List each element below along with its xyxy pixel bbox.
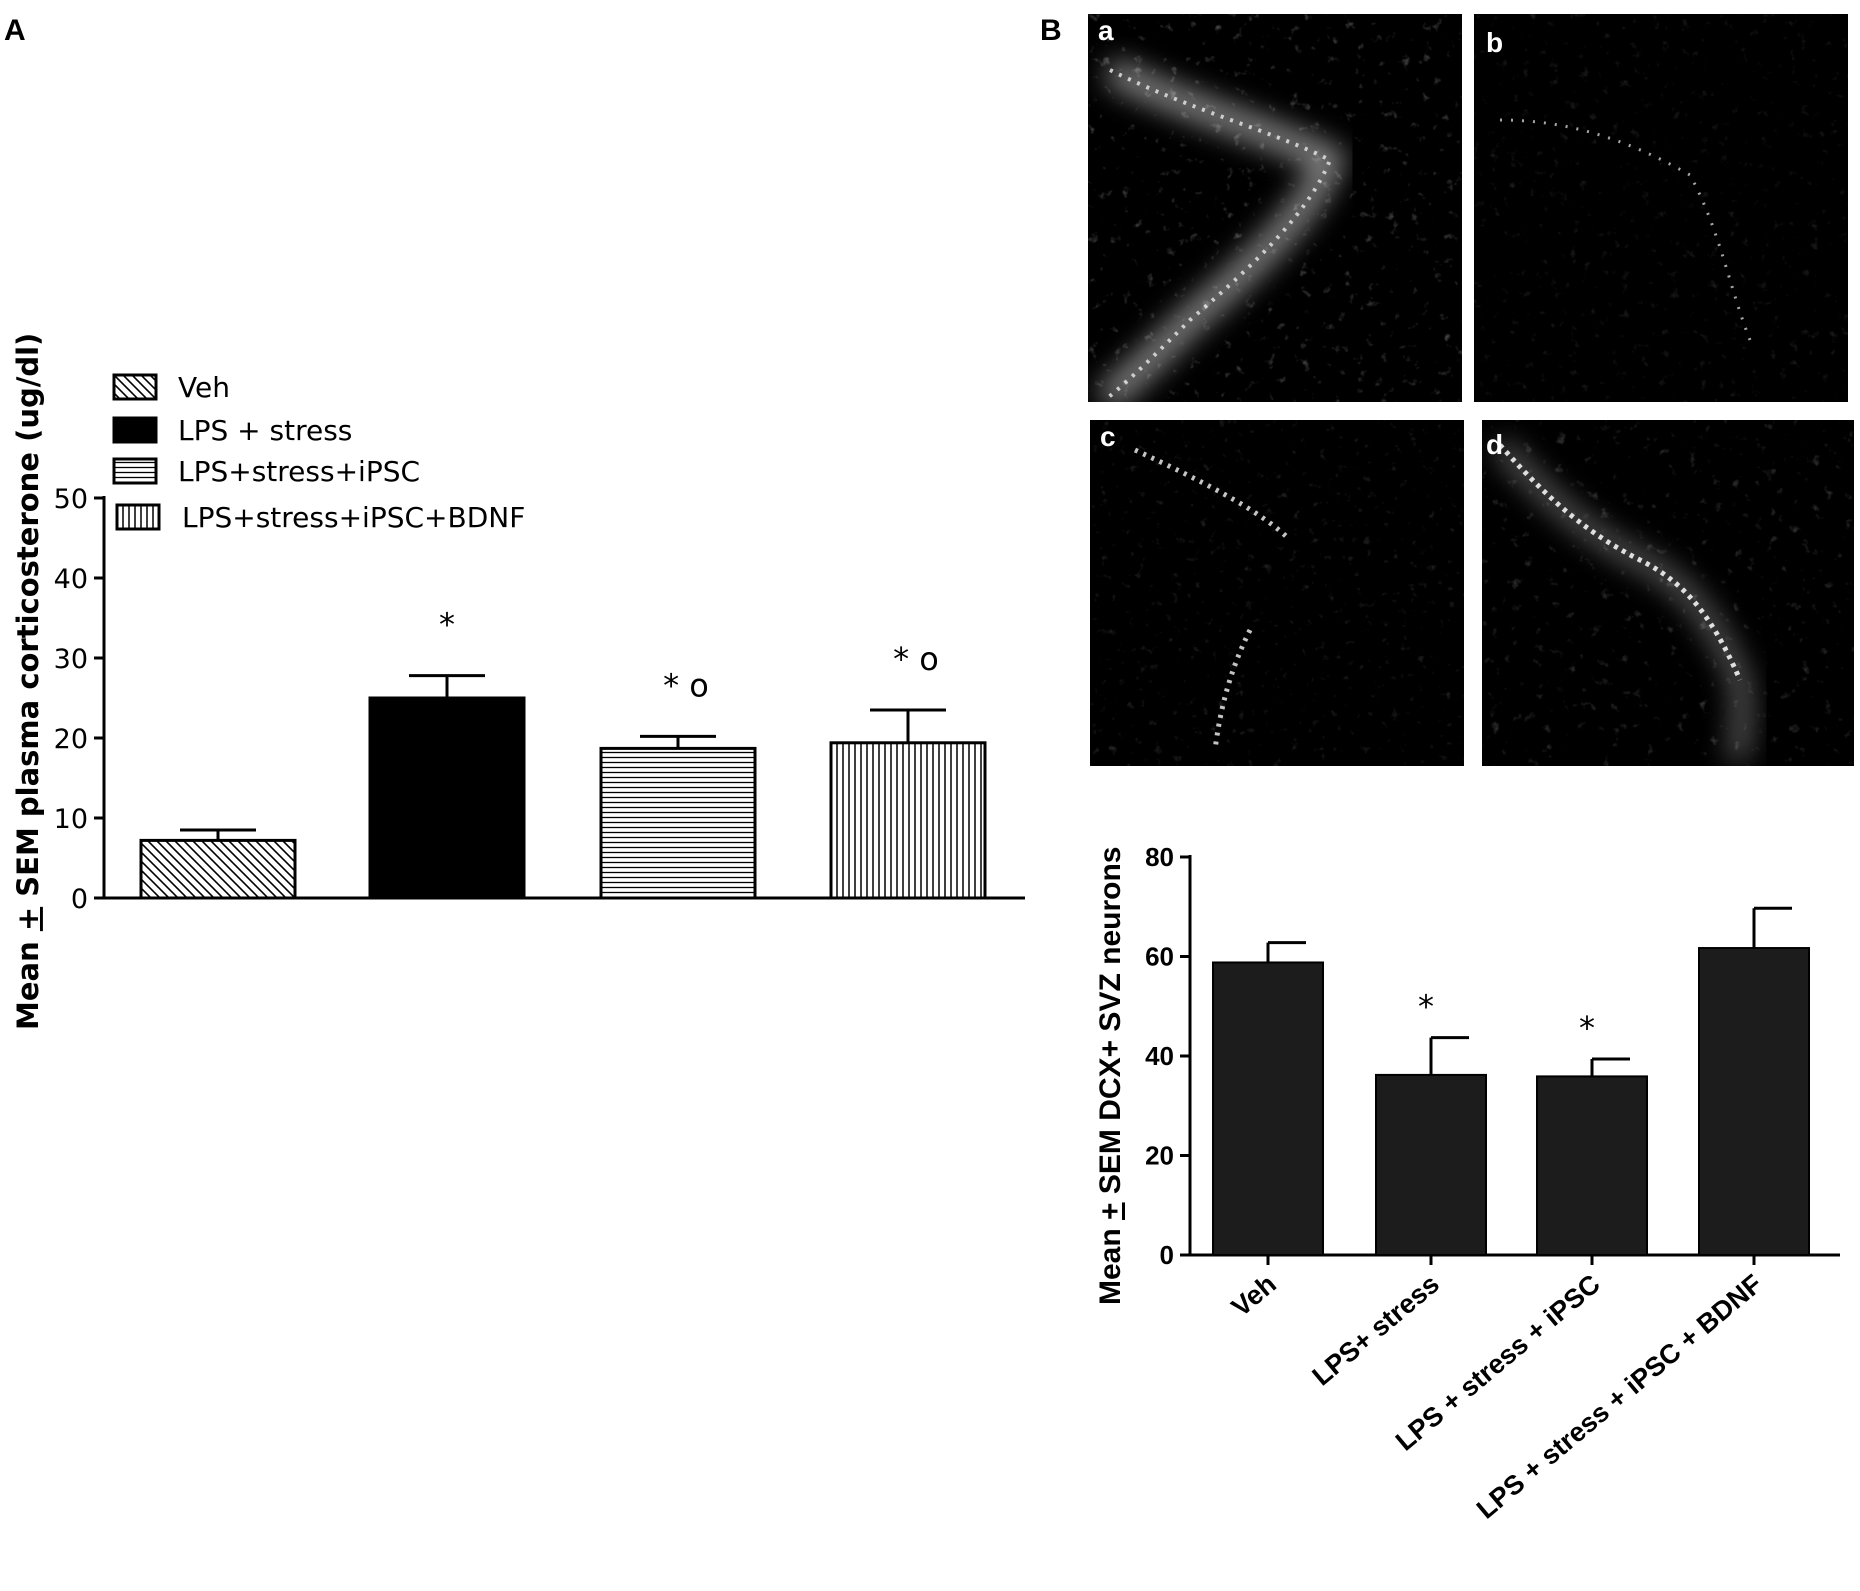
chart-b-bar-group [1698, 906, 1810, 1256]
chart-a-legend-item: Veh [112, 371, 230, 404]
chart-a-bar-group: * o [599, 666, 757, 900]
chart-a-y-tick-label: 50 [54, 484, 88, 515]
chart-b-y-tick-label: 60 [1145, 942, 1174, 972]
chart-a-legend-swatch [115, 503, 161, 531]
chart-a-legend-item: LPS+stress+iPSC+BDNF [115, 501, 525, 534]
micrograph-a: a [1088, 14, 1462, 402]
chart-a-legend-item: LPS + stress [112, 414, 352, 447]
chart-a-y-tick-label: 40 [54, 564, 88, 595]
chart-b-x-category-label: LPS + stress + iPSC + BDNF [1471, 1269, 1768, 1525]
chart-a-y-tick-label: 0 [71, 884, 88, 915]
chart-b-bar-group [1212, 941, 1324, 1256]
chart-b-bars: ** [1212, 906, 1810, 1257]
micrograph-c: c [1090, 420, 1464, 766]
chart-b-significance-mark: * [1579, 1009, 1595, 1047]
chart-a-bar [829, 741, 987, 900]
chart-a-legend-label: LPS+stress+iPSC [178, 455, 420, 488]
chart-b-y-tick-label: 80 [1145, 842, 1174, 872]
chart-a-legend-swatch [112, 457, 158, 485]
chart-b-bar [1536, 1075, 1648, 1256]
chart-b-significance-mark: * [1418, 988, 1434, 1026]
chart-a-bar [368, 696, 526, 900]
chart-b-x-category-label: Veh [1226, 1269, 1282, 1323]
micrograph-d: d [1482, 420, 1854, 766]
chart-b-y-tick-label: 40 [1145, 1041, 1174, 1071]
chart-a-legend-swatch [112, 416, 158, 444]
chart-a-legend-item: LPS+stress+iPSC [112, 455, 420, 488]
chart-a-y-axis-label: Mean + SEM plasma corticosterone (ug/dl) [11, 333, 45, 1030]
chart-a-bar-group: * o [829, 640, 987, 900]
chart-a-legend-swatch [112, 373, 158, 401]
chart-a-bar-group [139, 828, 297, 900]
chart-a-bar-group: * [368, 606, 526, 900]
micrograph-b: b [1474, 14, 1848, 402]
chart-a-y-tick-label: 30 [54, 644, 88, 675]
chart-b-bar [1212, 961, 1324, 1256]
micrograph-label-d: d [1486, 429, 1503, 460]
chart-a-y-tick-label: 20 [54, 724, 88, 755]
chart-b-y-axis-label: Mean + SEM DCX+ SVZ neurons [1094, 847, 1127, 1305]
chart-a-legend-label: LPS+stress+iPSC+BDNF [182, 501, 525, 534]
chart-b-y-tick-label: 0 [1160, 1240, 1174, 1270]
chart-b-bar [1375, 1073, 1487, 1257]
chart-b-bar-group: * [1536, 1009, 1648, 1256]
chart-a-significance-mark: * o [663, 666, 709, 704]
chart-a-bar [599, 746, 757, 900]
chart-a-significance-mark: * [439, 606, 455, 644]
micrograph-label-a: a [1098, 15, 1114, 46]
chart-a-legend-label: Veh [178, 371, 230, 404]
micrograph-label-c: c [1100, 421, 1116, 452]
chart-b-y-tick-label: 20 [1145, 1141, 1174, 1171]
chart-a-bars: * * o * o [139, 606, 987, 900]
chart-a-legend: Veh LPS + stress LPS+stress+iPSC LPS+stress… [112, 371, 525, 534]
chart-a-bar [139, 838, 297, 900]
panel-label-a: A [4, 14, 26, 47]
micrograph-label-b: b [1486, 27, 1503, 58]
chart-b-bar-group: * [1375, 988, 1487, 1257]
chart-a-y-tick-label: 10 [54, 804, 88, 835]
chart-a-significance-mark: * o [893, 640, 939, 678]
chart-a-legend-label: LPS + stress [178, 414, 352, 447]
chart-b-bar [1698, 947, 1810, 1256]
panel-label-b: B [1040, 14, 1062, 47]
chart-b-x-category-label: LPS+ stress [1307, 1269, 1445, 1392]
corticosterone-bar-chart: Veh LPS + stress LPS+stress+iPSC LPS+stress… [11, 333, 1025, 1030]
